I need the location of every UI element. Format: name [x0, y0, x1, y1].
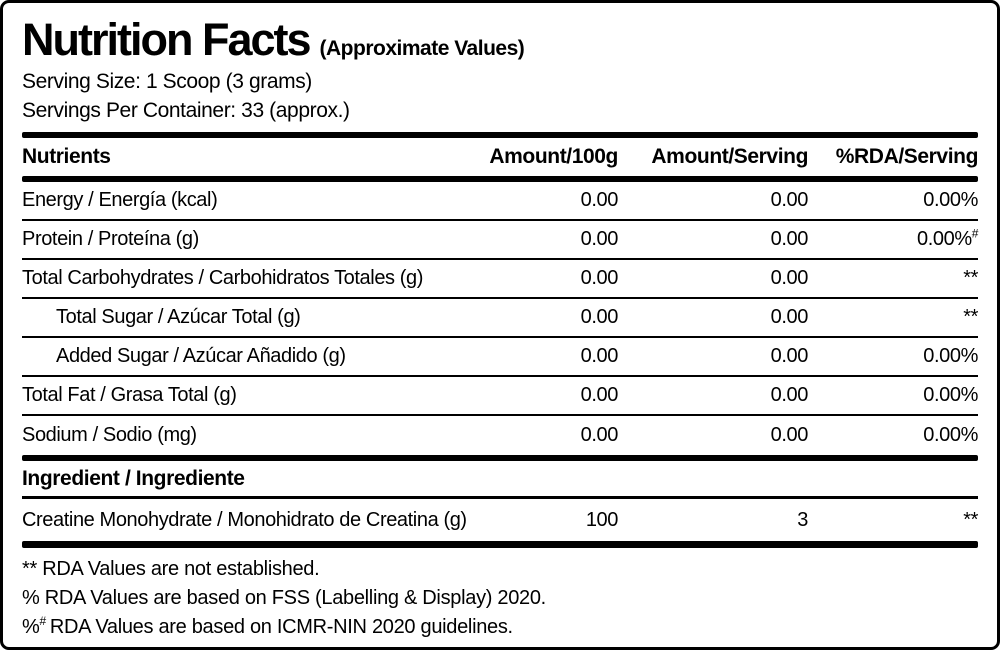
nutrient-row-sodium: Sodium / Sodio (mg) 0.00 0.00 0.00%: [22, 416, 978, 455]
footnote-fss: % RDA Values are based on FSS (Labelling…: [22, 587, 546, 609]
divider-header: [22, 176, 978, 182]
value-per-100g: 0.00: [580, 228, 619, 250]
value-rda: 0.00%: [923, 424, 978, 446]
col-header-amount-serving: Amount/Serving: [651, 145, 808, 168]
divider-bottom: [22, 541, 978, 548]
value-per-100g: 0.00: [580, 424, 619, 446]
footnotes: ** RDA Values are not established. % RDA…: [22, 548, 978, 642]
servings-per-container: Servings Per Container: 33 (approx.): [22, 99, 350, 122]
value-per-100g: 100: [585, 508, 619, 531]
value-per-100g: 0.00: [580, 189, 619, 211]
nutrient-label: Energy / Energía (kcal): [22, 189, 218, 211]
table-header-row: Nutrients Amount/100g Amount/Serving %RD…: [22, 138, 978, 176]
ingredient-section-header: Ingredient / Ingrediente: [22, 461, 978, 499]
ingredient-label: Creatine Monohydrate / Monohidrato de Cr…: [22, 508, 467, 531]
value-per-serving: 0.00: [770, 384, 809, 406]
label-subtitle: (Approximate Values): [319, 37, 525, 60]
nutrient-row-protein: Protein / Proteína (g) 0.00 0.00 0.00%#: [22, 221, 978, 260]
nutrient-label: Protein / Proteína (g): [22, 228, 199, 250]
value-rda: **: [963, 306, 978, 328]
nutrient-row-total-sugar: Total Sugar / Azúcar Total (g) 0.00 0.00…: [22, 299, 978, 338]
nutrient-label: Total Sugar / Azúcar Total (g): [56, 306, 301, 328]
footnote-icmr: %# RDA Values are based on ICMR-NIN 2020 …: [22, 613, 978, 642]
value-per-serving: 0.00: [770, 267, 809, 289]
value-per-100g: 0.00: [580, 306, 619, 328]
value-per-serving: 0.00: [770, 189, 809, 211]
nutrient-row-energy: Energy / Energía (kcal) 0.00 0.00 0.00%: [22, 182, 978, 221]
value-rda: 0.00%#: [808, 226, 979, 251]
nutrient-row-total-carbohydrates: Total Carbohydrates / Carbohidratos Tota…: [22, 260, 978, 299]
nutrient-row-added-sugar: Added Sugar / Azúcar Añadido (g) 0.00 0.…: [22, 338, 978, 377]
nutrient-label: Sodium / Sodio (mg): [22, 424, 197, 446]
col-header-nutrients: Nutrients: [22, 145, 111, 168]
value-per-serving: 0.00: [770, 306, 809, 328]
col-header-amount-100g: Amount/100g: [489, 145, 618, 168]
footnote-text: RDA Values are based on ICMR-NIN 2020 gu…: [49, 616, 513, 638]
serving-size: Serving Size: 1 Scoop (3 grams): [22, 70, 312, 93]
footnote-hash-mark: #: [39, 614, 46, 629]
value-rda: **: [963, 508, 978, 531]
label-title: Nutrition Facts: [22, 14, 312, 65]
serving-info: Serving Size: 1 Scoop (3 grams) Servings…: [22, 67, 978, 125]
value-per-100g: 0.00: [580, 345, 619, 367]
divider-ingredient-top: [22, 455, 978, 461]
rda-value: 0.00%: [917, 228, 972, 250]
nutrient-row-total-fat: Total Fat / Grasa Total (g) 0.00 0.00 0.…: [22, 377, 978, 416]
value-per-serving: 0.00: [770, 345, 809, 367]
footnote-prefix: %: [22, 616, 40, 638]
value-rda: 0.00%: [923, 384, 978, 406]
nutrient-label: Added Sugar / Azúcar Añadido (g): [56, 345, 346, 367]
ingredient-row-creatine: Creatine Monohydrate / Monohidrato de Cr…: [22, 499, 978, 541]
rda-footnote-mark: #: [971, 226, 979, 241]
value-rda: 0.00%: [923, 189, 978, 211]
nutrient-label: Total Carbohydrates / Carbohidratos Tota…: [22, 267, 424, 289]
ingredient-header-label: Ingredient / Ingrediente: [22, 466, 245, 490]
value-per-serving: 0.00: [770, 228, 809, 250]
value-rda: 0.00%: [923, 345, 978, 367]
divider-top: [22, 132, 978, 138]
value-per-serving: 0.00: [770, 424, 809, 446]
value-per-100g: 0.00: [580, 267, 619, 289]
nutrient-label: Total Fat / Grasa Total (g): [22, 384, 237, 406]
value-per-serving: 3: [797, 508, 808, 531]
footnote-rda-not-established: ** RDA Values are not established.: [22, 558, 320, 580]
value-per-100g: 0.00: [580, 384, 619, 406]
col-header-rda-serving: %RDA/Serving: [835, 145, 979, 168]
value-rda: **: [963, 267, 978, 289]
label-header: Nutrition Facts (Approximate Values): [22, 3, 978, 65]
